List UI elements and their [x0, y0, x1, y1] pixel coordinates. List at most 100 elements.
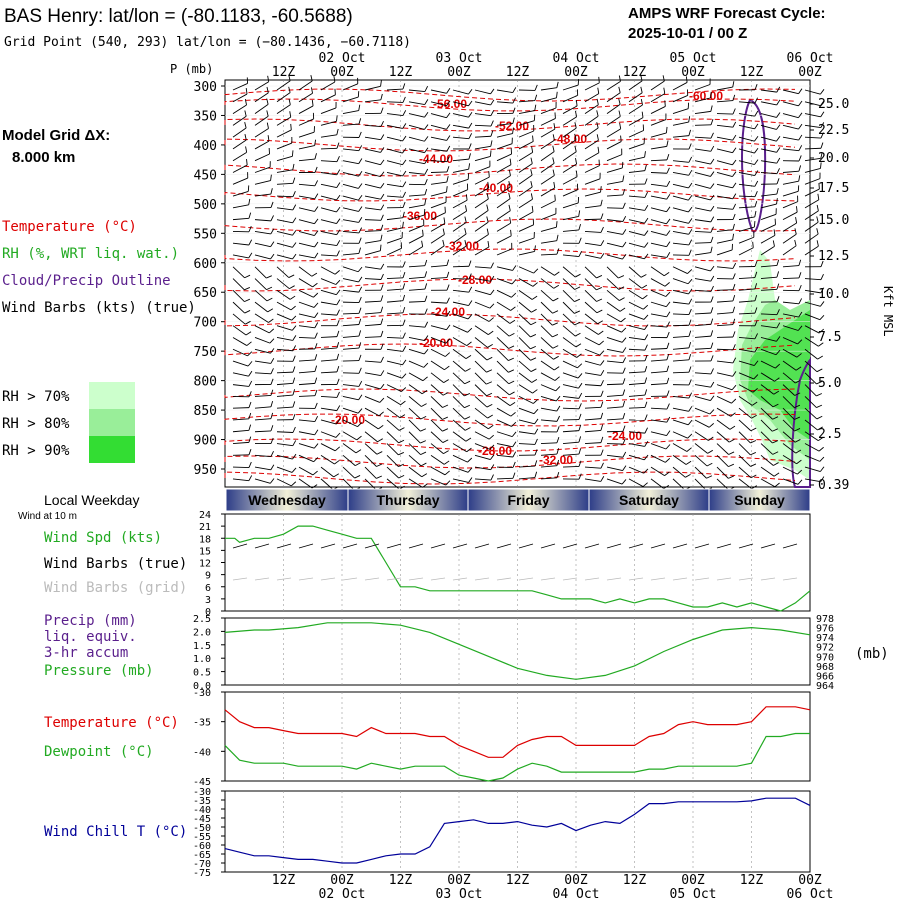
wind-barb-flag — [468, 260, 472, 267]
wind-barb-flag — [424, 188, 428, 195]
wind-barb — [760, 337, 777, 342]
wind-barb-flag — [358, 354, 362, 361]
wind-barb — [408, 478, 423, 488]
wind-barb-flag — [534, 418, 539, 425]
wind-barb — [606, 289, 620, 301]
wind-barb — [694, 335, 711, 338]
wind-barb — [298, 131, 315, 138]
wind-barb-flag — [578, 473, 582, 480]
wind-barb-flag — [336, 194, 341, 201]
wind-barb — [386, 443, 399, 456]
wind-barb-flag — [270, 400, 274, 407]
wind-barb-flag — [708, 436, 714, 441]
wind-barb-flag — [798, 165, 802, 172]
wind-barb-flag — [534, 428, 539, 435]
wind-barb — [672, 466, 686, 478]
wind-barb — [254, 92, 269, 103]
wind-barb — [298, 337, 316, 339]
wind-barb-flag — [248, 401, 252, 408]
wind-barb — [386, 431, 399, 444]
wind-barb-flag — [533, 399, 539, 404]
wind-barb — [474, 266, 491, 269]
wind-barb-flag — [600, 226, 604, 233]
wind-barb — [276, 142, 293, 150]
wind-barb-flag — [578, 436, 582, 443]
top-time-tick: 12Z — [389, 65, 413, 80]
wind-barb — [452, 113, 469, 118]
wind-barb — [584, 348, 601, 356]
wind-barb — [430, 148, 447, 152]
wind-barb — [562, 372, 579, 379]
wind-barb — [496, 419, 512, 427]
wind-barb-flag — [314, 166, 318, 173]
wind-barb-flag — [402, 332, 406, 339]
wind-barb — [408, 419, 421, 432]
wind-barb-flag — [421, 390, 428, 395]
wind-barb — [430, 313, 447, 317]
wind-barb-flag — [754, 307, 758, 314]
wind-barb — [496, 348, 509, 361]
wind-barb-flag — [706, 462, 713, 467]
wind-barb — [738, 419, 752, 432]
wind-barb — [804, 325, 820, 334]
wind-barb-flag — [710, 91, 712, 98]
wind-barb-flag — [442, 416, 448, 420]
wind-barb — [254, 418, 271, 421]
wind-barb — [364, 278, 381, 280]
wind-barb — [540, 313, 553, 326]
wind-barb — [606, 383, 624, 386]
wind-barb — [430, 419, 443, 432]
bottom-date-label: 06 Oct — [787, 887, 834, 900]
wind-barb-flag — [732, 182, 737, 189]
wind-barb — [298, 118, 314, 126]
wind-barb — [650, 478, 665, 489]
wind-barb-flag — [313, 302, 319, 308]
top-date-label: 05 Oct — [670, 51, 717, 66]
wind-barb — [386, 101, 404, 103]
wind-barb — [496, 266, 513, 271]
wind-barb — [540, 348, 554, 360]
wind-barb — [628, 431, 645, 434]
wind-barb — [760, 245, 775, 256]
wind-barb — [672, 183, 689, 189]
wind-barb — [386, 148, 403, 154]
y-tick-label: 24 — [199, 510, 211, 521]
wind-barb — [276, 182, 293, 185]
wind-barb — [276, 129, 292, 138]
wind-barb — [694, 172, 711, 177]
wind-barb-flag — [556, 415, 560, 422]
wind-barb — [584, 442, 601, 444]
wind-barb — [298, 254, 315, 259]
wind-barb-flag — [314, 139, 317, 146]
wind-barb — [628, 195, 645, 198]
wind-barb-flag — [398, 463, 405, 467]
wind-barb — [804, 431, 819, 442]
wind-barb-flag — [292, 453, 297, 460]
wind-barb-flag — [797, 339, 803, 345]
wind-barb-flag — [642, 482, 648, 487]
wind-barb-flag — [556, 405, 561, 412]
wind-barb-flag — [402, 159, 407, 165]
wind-barb — [606, 167, 623, 173]
wind-barb — [254, 266, 267, 279]
wind-barb-flag — [710, 330, 714, 337]
wind-barb — [276, 406, 293, 409]
wind-barb — [518, 278, 534, 287]
wind-barb — [342, 335, 359, 338]
wind-barb-flag — [752, 241, 754, 248]
wind-barb — [672, 172, 689, 176]
wind-barb — [562, 105, 578, 114]
wind-barb — [694, 136, 711, 139]
wind-barb — [584, 230, 601, 233]
wind-barb — [628, 478, 644, 487]
wind-barb-flag — [358, 158, 363, 164]
wind-barb-flag — [468, 88, 473, 95]
wind-barb — [804, 348, 818, 360]
wind-barb — [760, 193, 777, 197]
wind-barb — [408, 214, 425, 221]
wind-barb-flag — [509, 158, 512, 165]
y-tick-label: -30 — [193, 787, 211, 798]
legend-cloud: Cloud/Precip Outline — [2, 273, 171, 289]
wind-barb — [496, 396, 511, 407]
